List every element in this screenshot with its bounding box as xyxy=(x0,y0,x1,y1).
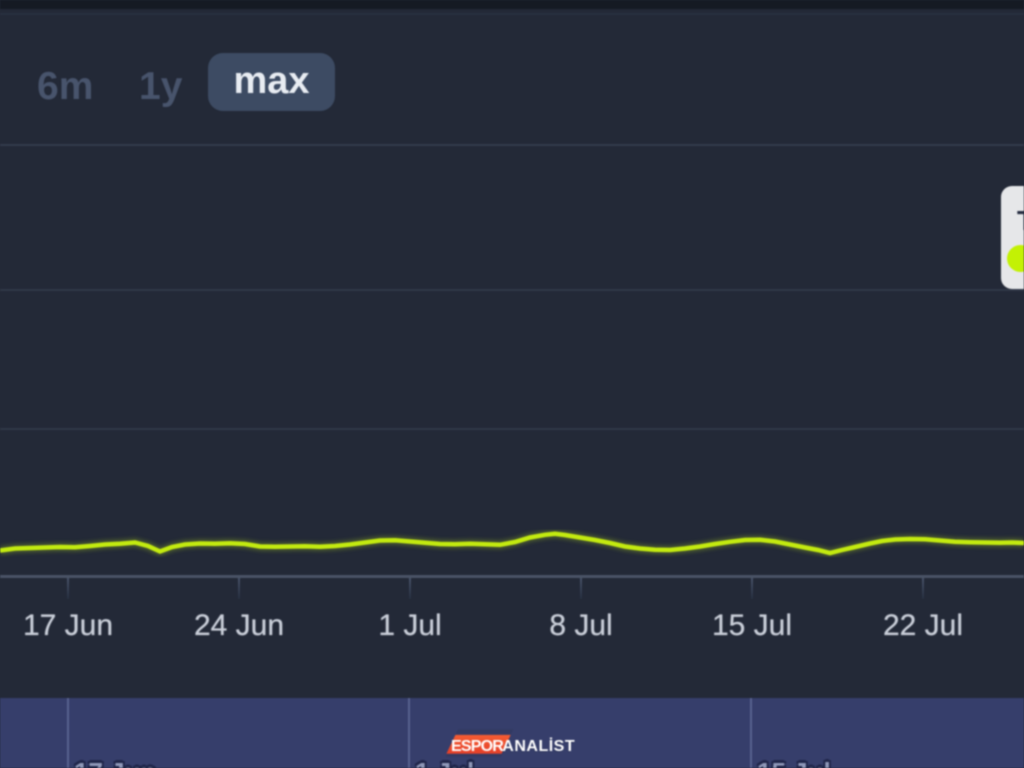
svg-text:ESPOR: ESPOR xyxy=(451,738,504,755)
svg-text:ANALİST: ANALİST xyxy=(502,739,575,757)
svg-text:ANALİST: ANALİST xyxy=(502,737,575,755)
